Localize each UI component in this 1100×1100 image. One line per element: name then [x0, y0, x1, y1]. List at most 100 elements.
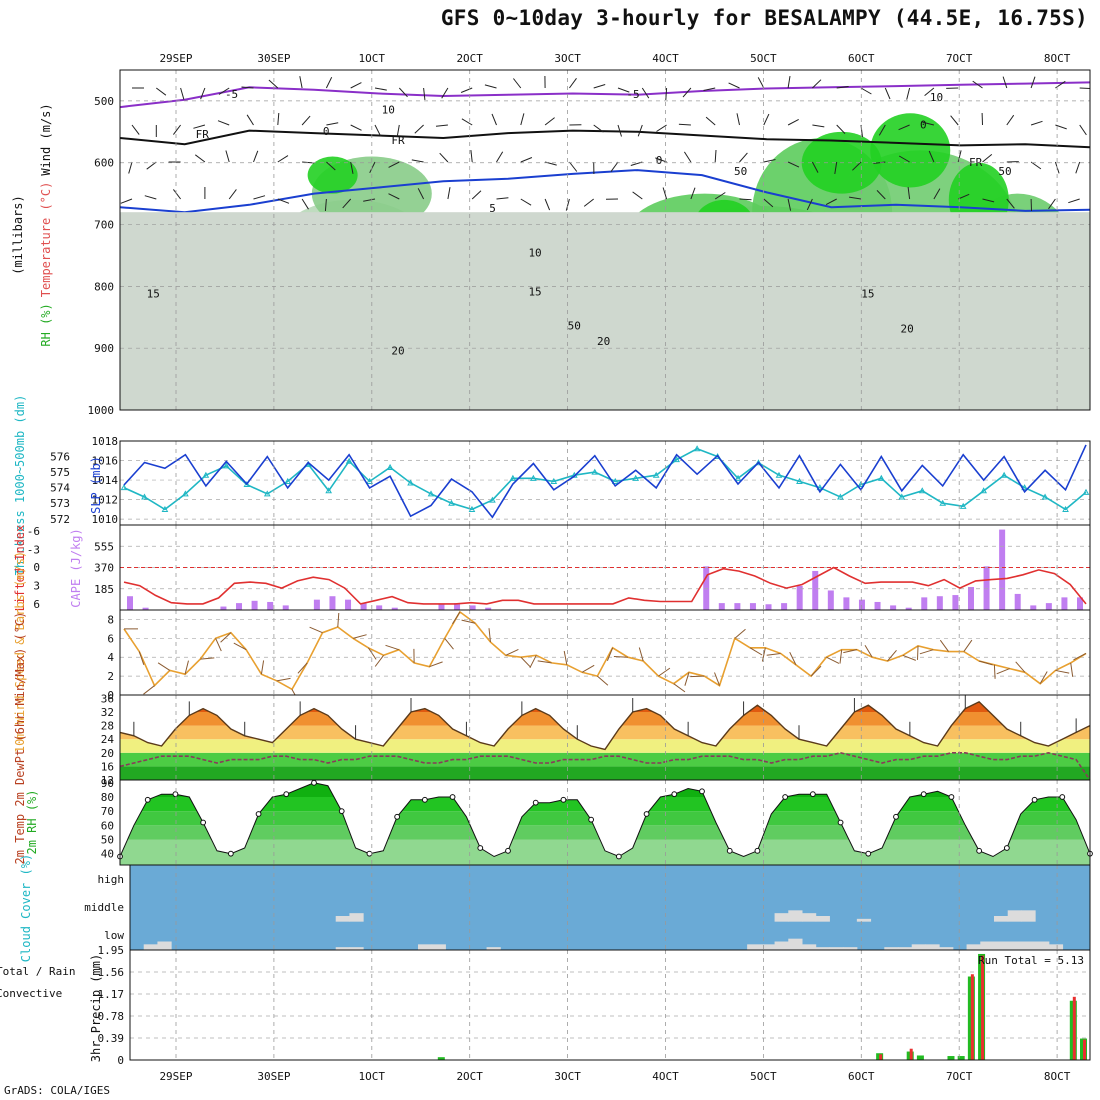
wind-barb — [172, 124, 182, 135]
temp-axis-label: 2m Temp 2m DewPt (6hr Min/Max) (°C) — [13, 612, 27, 865]
wind-barb — [301, 198, 309, 210]
rh2m-point — [144, 796, 151, 803]
date-label-bottom: 2OCT — [456, 1070, 483, 1083]
cloud-cell-middle — [1007, 910, 1022, 922]
cape-bar — [267, 601, 274, 610]
wind10m-barb — [1070, 662, 1074, 677]
thickness-point — [611, 477, 619, 484]
cape-bar — [127, 596, 133, 610]
wind-barb — [225, 150, 230, 163]
thickness-point — [222, 462, 230, 469]
rh2m-point — [920, 791, 927, 798]
wind10m-barb — [789, 651, 797, 665]
cloud-cell-low — [418, 944, 433, 950]
cloud-cell-low — [157, 941, 172, 950]
cloud-cell-low — [994, 941, 1009, 950]
pressure-tick-label: 600 — [94, 157, 114, 170]
thickness-point — [550, 477, 558, 484]
wind-barb — [641, 87, 650, 99]
date-label-bottom: 8OCT — [1044, 1070, 1071, 1083]
wind-barb — [928, 150, 935, 163]
wind-barb — [439, 152, 449, 163]
cloud-cell-low — [843, 947, 858, 950]
run-total-label: Run Total = 5.13 — [978, 954, 1084, 967]
contour-label: FR — [969, 156, 983, 169]
cape-bar — [983, 566, 990, 610]
wind-barb — [806, 198, 813, 211]
wind10m-tick-label: 2 — [107, 670, 114, 683]
wind-barb — [253, 150, 259, 163]
cloud-cell-low — [911, 944, 926, 950]
wind-barb — [683, 151, 692, 163]
precip-legend-conv: Convective — [0, 987, 62, 1000]
slp-tick-label: 1012 — [92, 494, 119, 507]
cloud-cell-low — [925, 944, 940, 950]
cape-tick-label: 370 — [94, 562, 114, 575]
wind10m-barb — [385, 644, 400, 651]
wind-barb — [565, 198, 570, 211]
upper-air-ylabel: RH (%) Temperature (°C) Wind (m/s) — [39, 103, 53, 346]
wind10m-barb — [374, 655, 384, 667]
wind-barb — [471, 190, 482, 200]
rh2m-point — [976, 847, 983, 854]
upper-air-ylabel-part: RH (%) — [39, 303, 53, 346]
temp-tick-label: 12 — [101, 774, 114, 787]
wind-barb — [200, 87, 206, 100]
thickness-point — [959, 502, 967, 509]
wind-barb — [593, 124, 604, 133]
cloud-cell-low — [1007, 941, 1022, 950]
rh2m-point — [311, 779, 317, 786]
cape-tick-label: 555 — [94, 540, 114, 553]
precip-conv-bar — [1083, 1039, 1086, 1060]
precip-tick-label: 1.56 — [98, 966, 125, 979]
wind10m-barb — [1015, 661, 1026, 673]
thickness-tick-label: 574 — [50, 482, 70, 495]
wind-barb — [1068, 198, 1080, 204]
cape-bar — [921, 597, 928, 610]
pressure-tick-label: 900 — [94, 342, 114, 355]
rh2m-point — [172, 791, 179, 798]
isotherm-line-2 — [120, 169, 1090, 214]
wind-barb — [1002, 76, 1008, 89]
thickness-tick-label: 573 — [50, 497, 70, 510]
precip-total-bar — [437, 1057, 445, 1060]
wind10m-barb — [1055, 669, 1070, 674]
wind-barb — [714, 192, 726, 200]
wind-barb — [441, 87, 449, 99]
thickness-point — [673, 456, 680, 463]
cape-bar — [734, 603, 741, 610]
thickness-point — [632, 474, 640, 481]
wind10m-barb — [505, 648, 519, 656]
wind10m-barb — [826, 656, 840, 664]
wind-barb — [787, 76, 791, 89]
wind-barb — [326, 161, 336, 171]
wind-barb — [957, 150, 962, 163]
cape-bar — [251, 600, 258, 610]
wind-barb — [417, 188, 425, 200]
contour-label: 0 — [323, 125, 330, 138]
date-label-top: 29SEP — [159, 52, 192, 65]
precip-conv-bar — [1072, 996, 1076, 1060]
wind10m-barb — [843, 649, 858, 654]
wind-barb — [834, 161, 838, 174]
thickness-point — [407, 479, 414, 486]
wind-barb — [396, 124, 400, 137]
wind-barb — [878, 124, 886, 136]
wind10m-barb — [200, 657, 215, 660]
wind-barb — [128, 161, 133, 174]
rh2m-point — [505, 847, 511, 854]
cape-bar — [967, 587, 974, 610]
date-label-top: 30SEP — [257, 52, 290, 65]
wind-barb — [363, 198, 376, 202]
thickness-point — [980, 487, 988, 494]
wind-barb — [326, 122, 339, 126]
date-label-bottom: 6OCT — [848, 1070, 875, 1083]
date-label-bottom: 30SEP — [257, 1070, 290, 1083]
cape-bar — [781, 603, 788, 610]
wind-barb — [374, 87, 387, 91]
wind10m-barb — [864, 644, 873, 658]
date-label-top: 8OCT — [1044, 52, 1071, 65]
cloud-level-label: low — [104, 929, 124, 942]
date-label-bottom: 7OCT — [946, 1070, 973, 1083]
contour-label: FR — [196, 128, 210, 141]
